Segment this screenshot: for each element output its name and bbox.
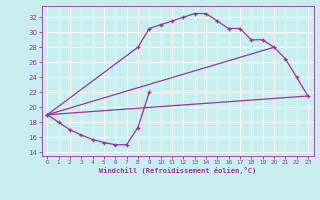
X-axis label: Windchill (Refroidissement éolien,°C): Windchill (Refroidissement éolien,°C) [99,167,256,174]
